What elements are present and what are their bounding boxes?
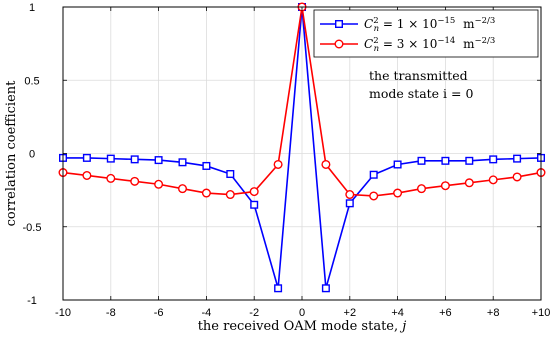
x-tick-label: +4 bbox=[391, 307, 404, 319]
y-tick-labels: -1 -0.5 0 0.5 1 bbox=[23, 2, 42, 307]
x-tick-label: 0 bbox=[299, 307, 305, 319]
x-tick-labels: -10 -8 -6 -4 -2 0 +2 +4 +6 +8 +10 bbox=[55, 307, 550, 319]
data-point-circle bbox=[273, 159, 283, 169]
legend: C2 n = 1 × 10−15 m−2/3 C2 n = 3 × 10−14 m−2… bbox=[313, 9, 539, 58]
legend-marker-circle bbox=[334, 39, 344, 49]
legend-label: C2 n = 3 × 10−14 m−2/3 bbox=[364, 36, 495, 54]
legend-label: C2 n = 1 × 10−15 m−2/3 bbox=[364, 16, 495, 34]
data-point-square bbox=[441, 156, 450, 165]
y-tick-label: 0 bbox=[29, 149, 35, 161]
data-point-square bbox=[345, 199, 354, 208]
data-point-square bbox=[489, 155, 498, 164]
data-point-square bbox=[130, 155, 139, 164]
y-tick-label: -1 bbox=[27, 295, 37, 307]
data-point-square bbox=[369, 170, 378, 179]
data-point-circle bbox=[154, 179, 164, 189]
axis-ticks bbox=[62, 6, 542, 301]
data-point-square bbox=[202, 161, 211, 170]
x-tick-label: -8 bbox=[106, 307, 116, 319]
data-point-circle bbox=[440, 181, 450, 191]
y-axis-label: correlation coefficient bbox=[4, 80, 19, 227]
data-point-circle bbox=[369, 191, 379, 201]
data-point-circle bbox=[345, 190, 355, 200]
data-point-square bbox=[250, 200, 259, 209]
y-tick-label: -0.5 bbox=[23, 222, 42, 234]
x-tick-label: +6 bbox=[439, 307, 452, 319]
data-point-circle bbox=[106, 173, 116, 183]
data-point-circle bbox=[249, 187, 259, 197]
data-point-circle bbox=[130, 176, 140, 186]
legend-marker-square bbox=[335, 20, 344, 29]
data-point-circle bbox=[225, 190, 235, 200]
annotation-line-2: mode state i = 0 bbox=[369, 86, 473, 101]
data-point-square bbox=[417, 156, 426, 165]
annotation-line-1: the transmitted bbox=[369, 68, 468, 83]
x-axis-label-var: j bbox=[399, 319, 406, 334]
data-point-square bbox=[106, 154, 115, 163]
x-axis-label-text: the received OAM mode state, bbox=[198, 319, 403, 334]
data-point-circle bbox=[321, 159, 331, 169]
x-tick-label: +8 bbox=[487, 307, 500, 319]
data-point-square bbox=[154, 156, 163, 165]
x-tick-label: +10 bbox=[532, 307, 550, 319]
data-point-square bbox=[274, 284, 283, 293]
data-point-square bbox=[513, 154, 522, 163]
data-point-circle bbox=[488, 175, 498, 185]
data-point-square bbox=[321, 284, 330, 293]
x-tick-label: -2 bbox=[249, 307, 259, 319]
y-tick-label: 0.5 bbox=[24, 75, 39, 87]
data-point-square bbox=[393, 160, 402, 169]
data-point-square bbox=[226, 170, 235, 179]
data-point-square bbox=[178, 158, 187, 167]
data-point-circle bbox=[393, 188, 403, 198]
x-tick-label: -10 bbox=[55, 307, 71, 319]
data-point-circle bbox=[417, 184, 427, 194]
legend-box bbox=[313, 9, 539, 58]
x-axis-label: the received OAM mode state, j bbox=[198, 319, 407, 334]
data-point-circle bbox=[512, 172, 522, 182]
y-tick-label: 1 bbox=[29, 2, 35, 14]
data-point-circle bbox=[201, 188, 211, 198]
x-tick-label: -6 bbox=[154, 307, 164, 319]
data-point-circle bbox=[82, 170, 92, 180]
data-point-square bbox=[465, 156, 474, 165]
data-point-circle bbox=[177, 184, 187, 194]
x-tick-label: -4 bbox=[202, 307, 212, 319]
annotation: the transmitted mode state i = 0 bbox=[369, 68, 473, 101]
x-tick-label: +2 bbox=[344, 307, 357, 319]
data-point-square bbox=[82, 153, 91, 162]
data-point-circle bbox=[464, 178, 474, 188]
